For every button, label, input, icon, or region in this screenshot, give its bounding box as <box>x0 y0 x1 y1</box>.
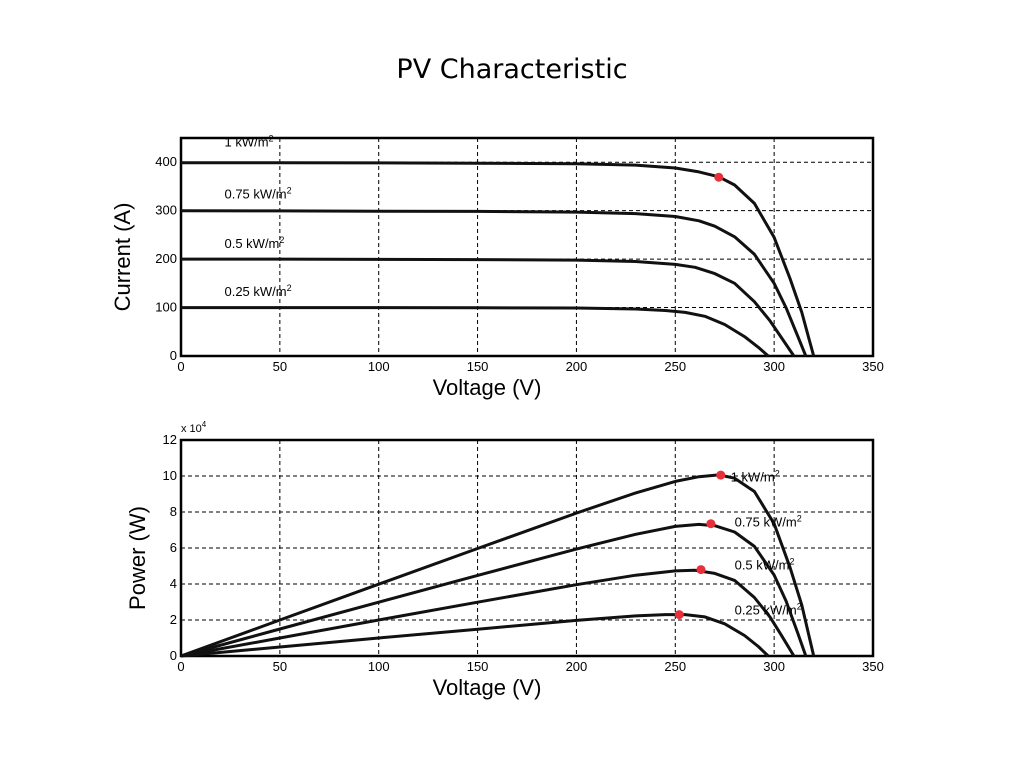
x-tick-label: 100 <box>368 659 390 674</box>
y-axis-multiplier-base: x 10 <box>181 423 202 435</box>
series-line-pv-2 <box>180 568 796 658</box>
y-axis-title: Power (W) <box>125 506 150 610</box>
x-tick-label: 200 <box>566 659 588 674</box>
y-axis-multiplier-exp: 4 <box>202 420 207 429</box>
y-tick-label: 10 <box>163 468 177 483</box>
x-axis-title: Voltage (V) <box>433 675 542 700</box>
series-label-sup: 2 <box>797 513 802 523</box>
series-label-sup: 2 <box>797 602 802 612</box>
series-label-sup: 2 <box>775 468 780 478</box>
plot-frame <box>179 438 875 658</box>
series-label-text: 0.25 kW/m <box>224 284 286 299</box>
mpp-marker <box>706 519 716 529</box>
series-label-text: 0.75 kW/m <box>735 514 797 529</box>
x-tick-label: 200 <box>566 359 588 374</box>
y-axis-title: Current (A) <box>110 203 135 312</box>
series-line-iv-2 <box>181 257 796 357</box>
mpp-marker <box>674 610 684 620</box>
x-tick-label: 150 <box>467 659 489 674</box>
series-label: 1 kW/m2 <box>731 468 780 484</box>
mpp-marker <box>696 565 706 575</box>
series-label-sup: 2 <box>269 134 274 144</box>
series-label: 0.75 kW/m2 <box>735 513 802 529</box>
x-tick-label: 300 <box>763 659 785 674</box>
mpp-marker <box>714 172 724 182</box>
series-label-sup: 2 <box>279 235 284 245</box>
y-tick-label: 8 <box>170 504 177 519</box>
series-label: 1 kW/m2 <box>224 134 273 150</box>
series-label-text: 0.5 kW/m <box>735 558 790 573</box>
series-label-text: 0.25 kW/m <box>735 603 797 618</box>
x-tick-label: 100 <box>368 359 390 374</box>
y-tick-label: 200 <box>155 251 177 266</box>
series-label: 0.5 kW/m2 <box>224 235 284 251</box>
series-label-text: 0.5 kW/m <box>224 236 279 251</box>
x-tick-label: 350 <box>862 659 884 674</box>
series-line-iv-3 <box>181 306 770 358</box>
x-tick-label: 150 <box>467 359 489 374</box>
series-line-pv-0 <box>180 473 816 658</box>
page-title: PV Characteristic <box>396 54 628 85</box>
iv-chart: 0 50 100 150 200 250 300 350 0 100 200 300 400 Voltag… <box>110 134 884 400</box>
series-label-text: 0.75 kW/m <box>224 187 286 202</box>
y-tick-label: 2 <box>170 612 177 627</box>
series-label: 0.75 kW/m2 <box>224 186 291 202</box>
series-line-iv-0 <box>181 161 816 357</box>
series-label-sup: 2 <box>790 557 795 567</box>
series-line-iv-1 <box>180 209 808 357</box>
x-tick-label: 350 <box>862 359 884 374</box>
y-tick-label: 4 <box>170 576 177 591</box>
series-label: 0.25 kW/m2 <box>735 602 802 618</box>
series-line-pv-1 <box>180 522 808 658</box>
y-tick-label: 0 <box>170 348 177 363</box>
x-tick-label: 300 <box>763 359 785 374</box>
x-tick-label: 250 <box>664 359 686 374</box>
series-line-pv-3 <box>180 613 770 658</box>
y-tick-label: 400 <box>155 154 177 169</box>
pv-chart: 0 50 100 150 200 250 300 350 0 2 4 6 8 10 12 Voltage (V… <box>125 420 884 700</box>
y-tick-label: 100 <box>155 300 177 315</box>
y-axis-multiplier: x 104 <box>181 420 207 435</box>
x-axis-title: Voltage (V) <box>433 375 542 400</box>
y-tick-label: 0 <box>170 648 177 663</box>
series-label-text: 1 kW/m <box>731 469 775 484</box>
y-tick-label: 6 <box>170 540 177 555</box>
series-label: 0.5 kW/m2 <box>735 557 795 573</box>
x-tick-label: 0 <box>177 659 184 674</box>
series-label: 0.25 kW/m2 <box>224 283 291 299</box>
plot-frame <box>179 136 875 358</box>
y-tick-label: 300 <box>155 203 177 218</box>
series-label-sup: 2 <box>287 283 292 293</box>
y-tick-label: 12 <box>163 432 177 447</box>
x-tick-label: 50 <box>273 359 287 374</box>
x-tick-label: 50 <box>273 659 287 674</box>
series-label-sup: 2 <box>287 186 292 196</box>
series-label-text: 1 kW/m <box>224 135 268 150</box>
x-tick-label: 250 <box>664 659 686 674</box>
x-tick-label: 0 <box>177 359 184 374</box>
mpp-marker <box>716 470 726 480</box>
